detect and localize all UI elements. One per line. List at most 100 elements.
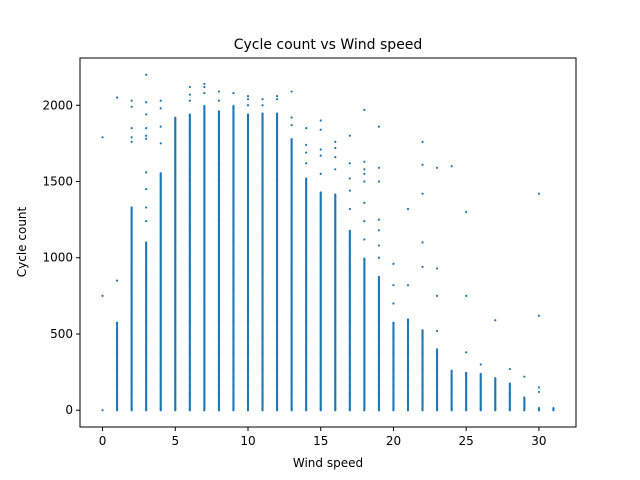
data-point [523, 375, 526, 378]
data-point [377, 244, 381, 247]
data-point [435, 294, 439, 297]
data-point [203, 91, 206, 95]
data-point [203, 85, 206, 89]
data-point [363, 220, 366, 223]
y-axis-label: Cycle count [15, 206, 29, 277]
data-point [479, 372, 482, 376]
data-point [348, 134, 351, 137]
data-point [203, 82, 206, 86]
data-point [130, 105, 133, 108]
data-point [377, 125, 381, 128]
data-point [421, 140, 424, 143]
plot-frame [79, 57, 577, 428]
data-point [305, 162, 308, 165]
data-point [363, 160, 366, 163]
data-point [101, 136, 104, 139]
data-point [465, 210, 468, 214]
data-point [275, 98, 279, 101]
data-point [145, 127, 148, 130]
data-point [392, 284, 395, 287]
data-point [363, 257, 366, 260]
x-tick-label: 20 [386, 434, 401, 448]
data-point [145, 113, 148, 116]
data-point [406, 207, 410, 211]
data-point [188, 99, 191, 102]
data-point [101, 409, 104, 412]
data-point [188, 93, 191, 96]
data-point [145, 188, 148, 191]
data-point [537, 390, 541, 394]
data-point [246, 95, 250, 98]
data-point [552, 406, 555, 410]
data-point [494, 319, 497, 322]
data-point [203, 104, 206, 108]
data-point [290, 138, 293, 141]
data-point [174, 116, 177, 119]
data-point [305, 151, 308, 154]
data-point [145, 73, 148, 76]
data-point [479, 363, 482, 366]
data-point [348, 229, 351, 233]
x-tick-label: 15 [313, 434, 328, 448]
data-point [537, 406, 541, 410]
data-point [246, 113, 250, 116]
data-point [363, 180, 366, 183]
data-point [494, 377, 497, 380]
data-point [508, 382, 511, 385]
data-point [115, 96, 119, 99]
x-tick-label: 0 [99, 434, 107, 448]
y-tick-label: 1500 [42, 175, 73, 189]
data-point [537, 192, 541, 195]
data-point [406, 318, 410, 321]
data-point [115, 321, 119, 324]
data-point [145, 101, 148, 104]
data-point [377, 218, 381, 221]
data-point [377, 275, 381, 278]
x-tick-label: 10 [240, 434, 255, 448]
data-point [363, 108, 366, 111]
data-point [261, 112, 264, 115]
data-point [130, 99, 133, 102]
data-point [217, 99, 221, 102]
data-point [465, 294, 468, 297]
data-point [275, 112, 279, 115]
data-point [217, 110, 221, 113]
data-point [334, 140, 337, 143]
data-point [377, 166, 381, 169]
data-point [508, 367, 511, 371]
data-point [159, 172, 162, 175]
data-point [450, 369, 453, 372]
data-point [537, 314, 541, 317]
y-tick-label: 1000 [42, 251, 73, 265]
data-point [319, 128, 322, 131]
data-point [363, 172, 366, 175]
data-point [130, 136, 133, 139]
data-point [246, 98, 250, 101]
data-point [159, 142, 162, 145]
data-point [363, 168, 366, 171]
data-point [421, 163, 424, 166]
data-point [465, 351, 468, 354]
data-point [363, 201, 366, 204]
data-point [130, 127, 133, 130]
data-point [435, 329, 439, 333]
data-point [334, 156, 337, 159]
data-point [334, 146, 337, 150]
data-point [348, 189, 351, 192]
data-point [188, 85, 191, 89]
data-point [319, 148, 322, 151]
data-point [523, 396, 526, 399]
x-tick-label: 30 [531, 434, 546, 448]
data-point [450, 165, 453, 168]
data-point [130, 206, 133, 209]
data-point [377, 180, 381, 183]
data-point [421, 192, 424, 195]
data-point [421, 241, 424, 244]
data-point [305, 177, 308, 180]
data-point [159, 107, 162, 110]
data-point [290, 90, 293, 93]
data-point [319, 119, 322, 122]
data-point [145, 220, 148, 223]
